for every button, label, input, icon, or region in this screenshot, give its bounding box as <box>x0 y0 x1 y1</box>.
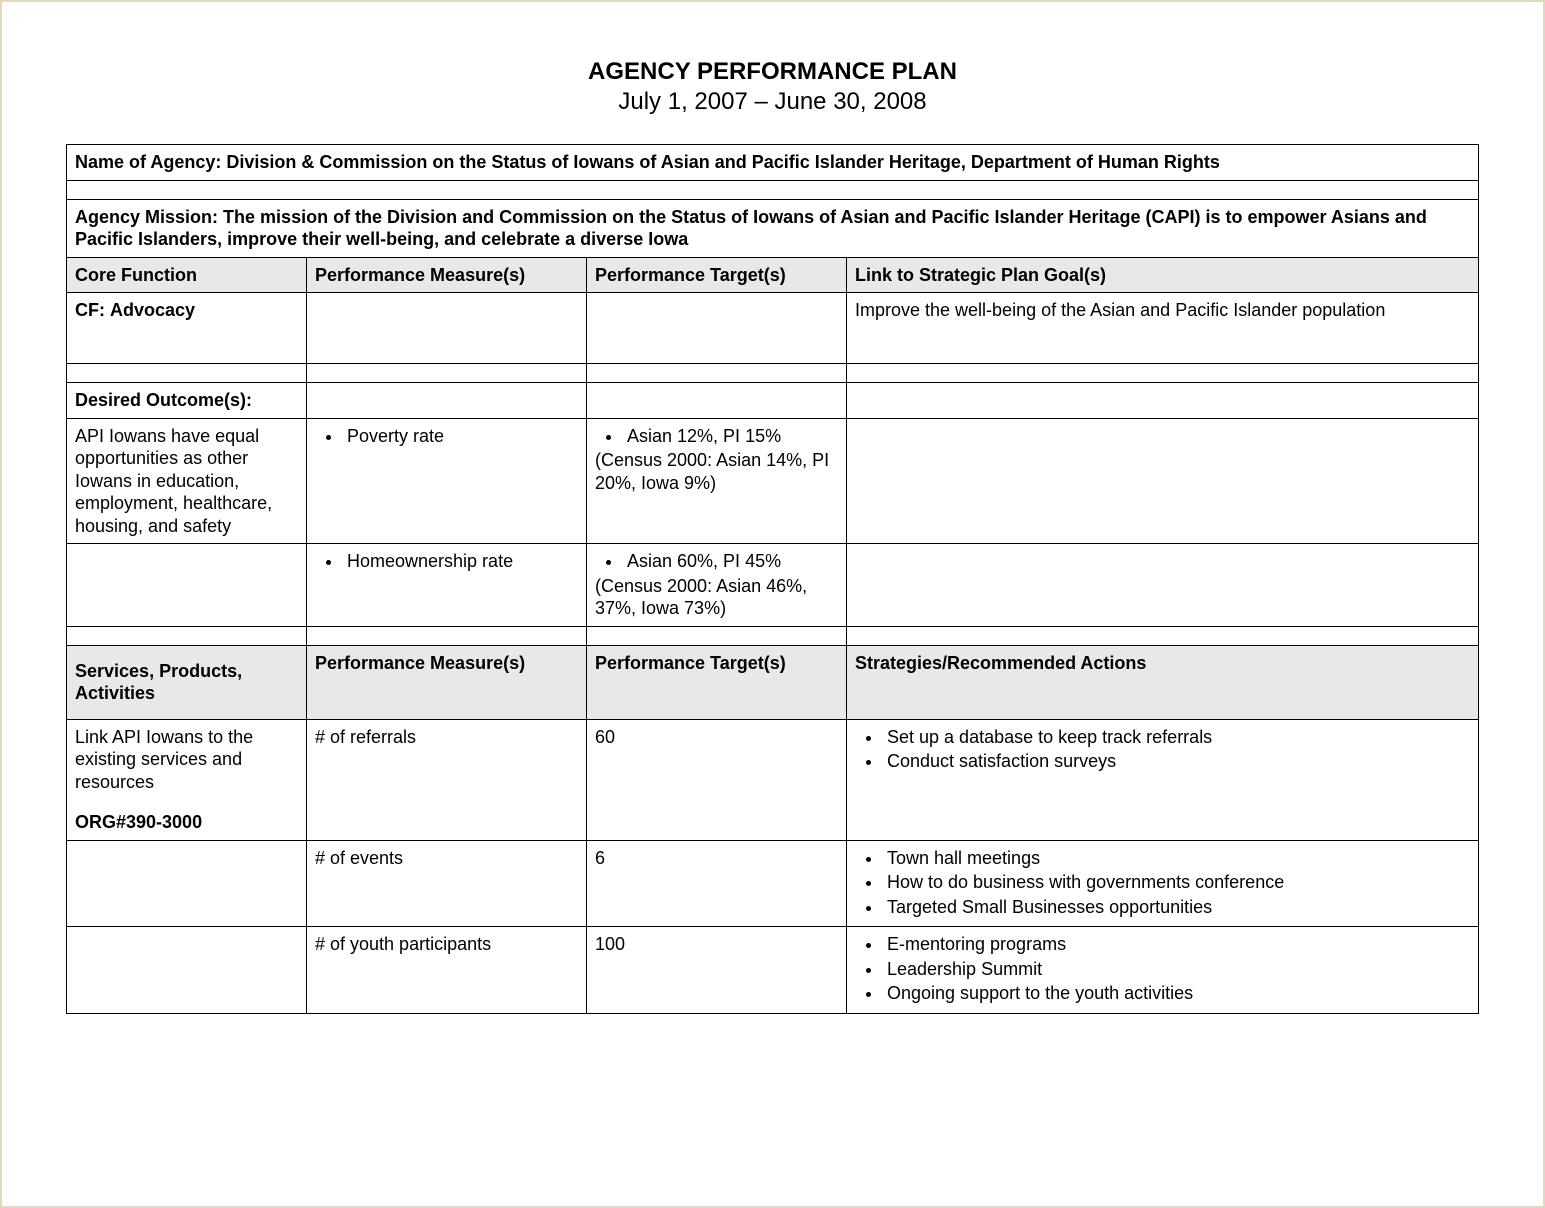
cf-row: CF: Advocacy Improve the well-being of t… <box>67 293 1479 364</box>
outcome-measure-2: Homeownership rate <box>343 550 578 573</box>
outcome-target-2-main: Asian 60%, PI 45% <box>623 550 838 573</box>
header-row-1: Core Function Performance Measure(s) Per… <box>67 257 1479 293</box>
spa-strategy-2-1: Town hall meetings <box>883 847 1470 870</box>
mission-value: The mission of the Division and Commissi… <box>75 207 1427 250</box>
spa-measure-2: # of events <box>307 840 587 927</box>
spa-target-3: 100 <box>587 927 847 1014</box>
hdr2-spa: Services, Products, Activities <box>67 645 307 719</box>
outcome-row-1: API Iowans have equal opportunities as o… <box>67 418 1479 544</box>
agency-name-row: Name of Agency: Division & Commission on… <box>67 145 1479 181</box>
outcome-desc: API Iowans have equal opportunities as o… <box>67 418 307 544</box>
title-line2: July 1, 2007 – June 30, 2008 <box>66 88 1479 116</box>
spa-desc: Link API Iowans to the existing services… <box>75 726 298 794</box>
spa-row-2: # of events 6 Town hall meetings How to … <box>67 840 1479 927</box>
spa-target-2: 6 <box>587 840 847 927</box>
cf-link-goal: Improve the well-being of the Asian and … <box>847 293 1479 364</box>
outcome-target-2-sub: (Census 2000: Asian 46%, 37%, Iowa 73%) <box>595 575 838 620</box>
hdr2-perf-measure: Performance Measure(s) <box>307 645 587 719</box>
mission-row: Agency Mission: The mission of the Divis… <box>67 199 1479 257</box>
desired-outcomes-label-row: Desired Outcome(s): <box>67 383 1479 419</box>
spa-row-1: Link API Iowans to the existing services… <box>67 719 1479 840</box>
header-row-2: Services, Products, Activities Performan… <box>67 645 1479 719</box>
spa-strategy-2-3: Targeted Small Businesses opportunities <box>883 896 1470 919</box>
spa-strategy-1-2: Conduct satisfaction surveys <box>883 750 1470 773</box>
spa-strategy-3-3: Ongoing support to the youth activities <box>883 982 1470 1005</box>
hdr2-strategies: Strategies/Recommended Actions <box>847 645 1479 719</box>
mission-label: Agency Mission: <box>75 207 218 227</box>
desired-outcomes-label: Desired Outcome(s): <box>67 383 307 419</box>
agency-name-value: Division & Commission on the Status of I… <box>226 152 1220 172</box>
spa-org: ORG#390-3000 <box>75 811 298 834</box>
hdr1-core-function: Core Function <box>67 257 307 293</box>
plan-table: Name of Agency: Division & Commission on… <box>66 144 1479 1014</box>
spacer-row <box>67 180 1479 199</box>
spacer-row <box>67 626 1479 645</box>
cf-prefix: CF: <box>75 300 105 320</box>
title-block: AGENCY PERFORMANCE PLAN July 1, 2007 – J… <box>66 58 1479 116</box>
outcome-target-1-main: Asian 12%, PI 15% <box>623 425 838 448</box>
outcome-row-2: Homeownership rate Asian 60%, PI 45% (Ce… <box>67 544 1479 627</box>
cf-label: Advocacy <box>110 300 195 320</box>
spa-strategy-3-1: E-mentoring programs <box>883 933 1470 956</box>
spa-strategy-3-2: Leadership Summit <box>883 958 1470 981</box>
spa-target-1: 60 <box>587 719 847 840</box>
hdr1-link-goal: Link to Strategic Plan Goal(s) <box>847 257 1479 293</box>
hdr1-perf-measure: Performance Measure(s) <box>307 257 587 293</box>
spa-row-3: # of youth participants 100 E-mentoring … <box>67 927 1479 1014</box>
spa-strategy-2-2: How to do business with governments conf… <box>883 871 1470 894</box>
document-page: AGENCY PERFORMANCE PLAN July 1, 2007 – J… <box>0 0 1545 1208</box>
spa-measure-3: # of youth participants <box>307 927 587 1014</box>
spa-measure-1: # of referrals <box>307 719 587 840</box>
hdr1-perf-target: Performance Target(s) <box>587 257 847 293</box>
spa-strategy-1-1: Set up a database to keep track referral… <box>883 726 1470 749</box>
title-line1: AGENCY PERFORMANCE PLAN <box>66 58 1479 86</box>
agency-name-label: Name of Agency: <box>75 152 221 172</box>
outcome-measure-1: Poverty rate <box>343 425 578 448</box>
spacer-row <box>67 364 1479 383</box>
outcome-target-1-sub: (Census 2000: Asian 14%, PI 20%, Iowa 9%… <box>595 449 838 494</box>
hdr2-perf-target: Performance Target(s) <box>587 645 847 719</box>
